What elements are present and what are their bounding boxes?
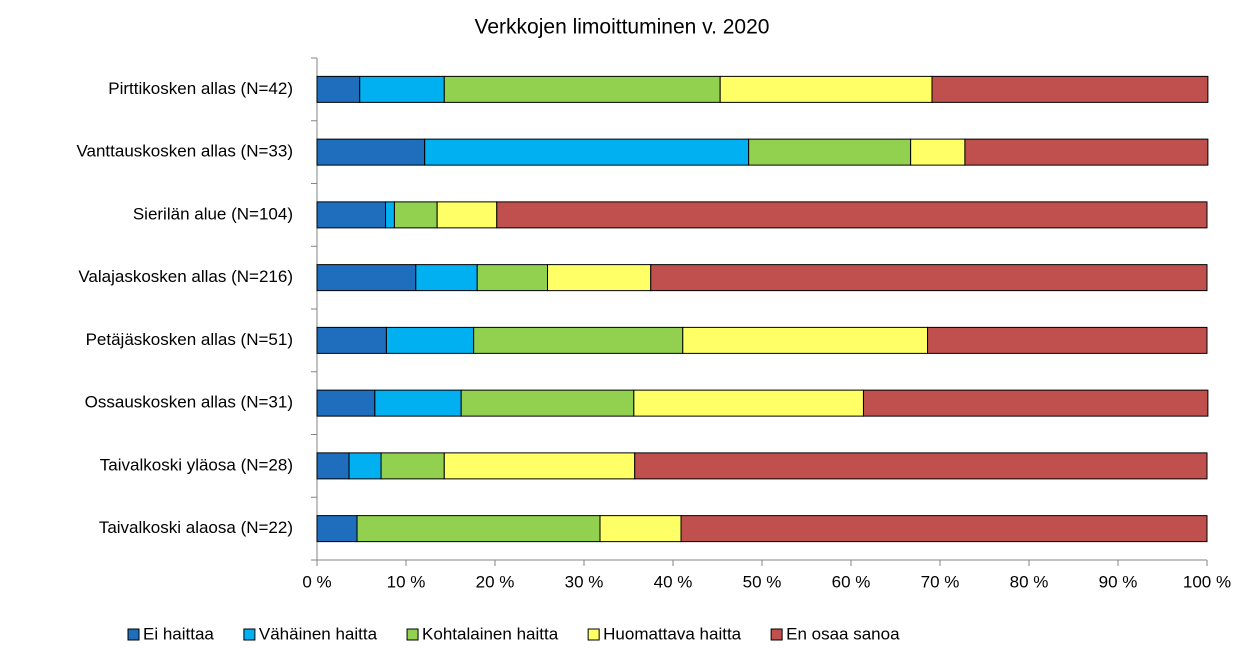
bar-segment bbox=[374, 389, 462, 417]
legend-label: Kohtalainen haitta bbox=[422, 624, 559, 643]
bar-segment bbox=[393, 201, 438, 229]
x-tick-label: 10 % bbox=[387, 572, 426, 591]
legend-label: En osaa sanoa bbox=[786, 624, 900, 643]
x-tick-label: 60 % bbox=[832, 572, 871, 591]
x-tick-label: 0 % bbox=[302, 572, 331, 591]
bar-segment bbox=[415, 264, 478, 292]
bar-segment bbox=[496, 201, 1208, 229]
y-tick-label: Taivalkoski yläosa (N=28) bbox=[100, 455, 293, 474]
bar-segment bbox=[316, 75, 361, 103]
x-tick-label: 80 % bbox=[1010, 572, 1049, 591]
bar-segment bbox=[316, 389, 376, 417]
bar-segment bbox=[443, 75, 721, 103]
y-tick-label: Valajaskosken allas (N=216) bbox=[78, 267, 293, 286]
bar-segment bbox=[316, 201, 387, 229]
bar-segment bbox=[356, 515, 601, 543]
bar-segment bbox=[633, 389, 864, 417]
legend-swatch bbox=[406, 628, 419, 641]
bar-segment bbox=[650, 264, 1208, 292]
legend-swatch bbox=[587, 628, 600, 641]
bar-segment bbox=[931, 75, 1209, 103]
legend-swatch bbox=[127, 628, 140, 641]
legend-swatch bbox=[243, 628, 256, 641]
x-tick-label: 100 % bbox=[1183, 572, 1231, 591]
legend-label: Ei haittaa bbox=[143, 624, 214, 643]
x-tick-label: 90 % bbox=[1099, 572, 1138, 591]
y-tick-label: Ossauskosken allas (N=31) bbox=[85, 393, 293, 412]
legend-label: Vähäinen haitta bbox=[259, 624, 378, 643]
bar-segment bbox=[436, 201, 498, 229]
bar-segment bbox=[385, 326, 475, 354]
bar-segment bbox=[473, 326, 684, 354]
bar-segment bbox=[424, 138, 750, 166]
y-tick-label: Pirttikosken allas (N=42) bbox=[108, 79, 293, 98]
x-tick-label: 50 % bbox=[743, 572, 782, 591]
bar-segment bbox=[476, 264, 549, 292]
bar-segment bbox=[634, 452, 1208, 480]
bar-segment bbox=[316, 264, 417, 292]
bar-segment bbox=[862, 389, 1209, 417]
bar-segment bbox=[316, 138, 426, 166]
bar-segment bbox=[316, 515, 358, 543]
y-tick-label: Taivalkoski alaosa (N=22) bbox=[99, 518, 293, 537]
bar-segment bbox=[964, 138, 1209, 166]
bar-segment bbox=[348, 452, 382, 480]
legend-label: Huomattava haitta bbox=[603, 624, 742, 643]
bar-segment bbox=[719, 75, 933, 103]
y-tick-label: Vanttauskosken allas (N=33) bbox=[76, 142, 293, 161]
y-tick-label: Petäjäskosken allas (N=51) bbox=[86, 330, 293, 349]
x-tick-label: 30 % bbox=[565, 572, 604, 591]
bar-segment bbox=[599, 515, 682, 543]
bar-segment bbox=[680, 515, 1208, 543]
y-tick-label: Sierilän alue (N=104) bbox=[133, 204, 293, 223]
bar-segment bbox=[547, 264, 652, 292]
bar-segment bbox=[316, 326, 387, 354]
bar-segment bbox=[359, 75, 445, 103]
bar-segment bbox=[748, 138, 912, 166]
bar-segment bbox=[682, 326, 929, 354]
legend-swatch bbox=[770, 628, 783, 641]
bar-segment bbox=[460, 389, 635, 417]
bar-segment bbox=[316, 452, 350, 480]
x-tick-label: 40 % bbox=[654, 572, 693, 591]
bar-segment bbox=[443, 452, 636, 480]
bar-segment bbox=[385, 201, 395, 229]
bar-segment bbox=[910, 138, 966, 166]
x-tick-label: 20 % bbox=[476, 572, 515, 591]
bar-segment bbox=[380, 452, 445, 480]
chart-title: Verkkojen limoittuminen v. 2020 bbox=[475, 16, 770, 39]
bar-segment bbox=[927, 326, 1208, 354]
x-tick-label: 70 % bbox=[921, 572, 960, 591]
